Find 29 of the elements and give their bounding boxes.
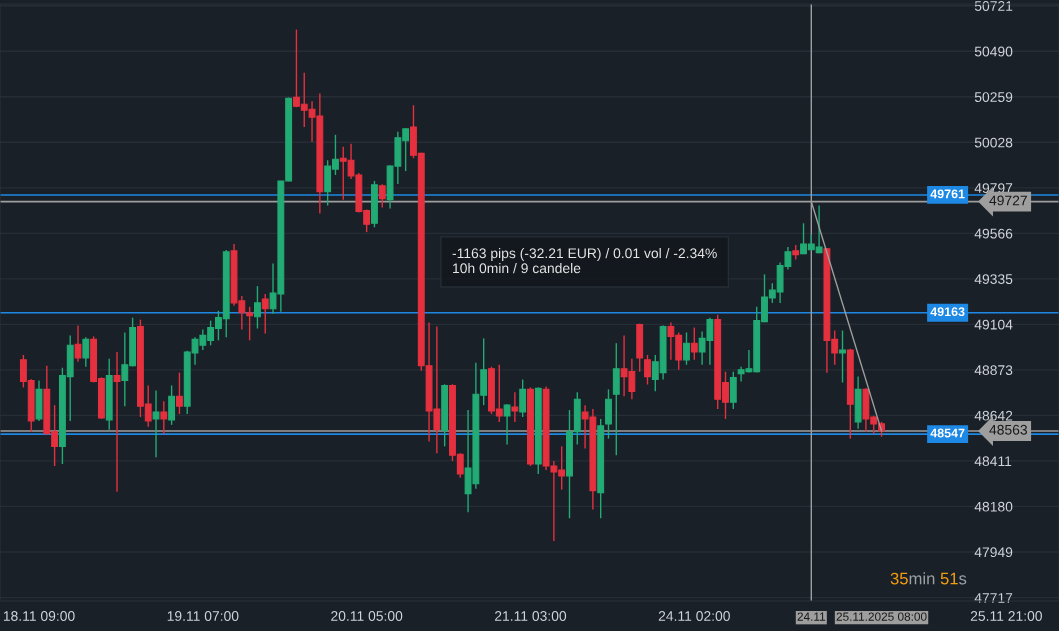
y-tick-label: 48873 <box>974 365 1013 376</box>
y-tick-label: 49104 <box>974 319 1013 330</box>
x-tick-label: 20.11 05:00 <box>331 611 403 621</box>
x-tick-label: 18.11 09:00 <box>3 611 75 621</box>
y-tick-label: 47717 <box>974 593 1013 603</box>
x-tick-label: 25.11.2025 08:00 <box>836 612 927 621</box>
ref-line-label: 48563 <box>989 424 1028 435</box>
y-tick-label: 48642 <box>974 410 1013 421</box>
x-tick-label: 19.11 07:00 <box>167 611 239 621</box>
y-tick-label: 47949 <box>974 547 1013 558</box>
x-tick-label: 24.11 02:00 <box>658 611 730 621</box>
ref-line-label: 49727 <box>989 195 1027 206</box>
y-tick-label: 48411 <box>974 456 1012 467</box>
ref-line-label: 49163 <box>930 307 965 317</box>
x-tick-label: 25.11 21:00 <box>970 611 1042 621</box>
y-tick-label: 49335 <box>974 274 1013 285</box>
y-tick-label: 50490 <box>974 46 1013 57</box>
ref-line-label: 48547 <box>930 428 965 438</box>
y-tick-label: 49566 <box>974 228 1013 239</box>
y-tick-label: 50259 <box>974 92 1013 102</box>
annotation: 10h 0min / 9 candele <box>453 262 581 274</box>
annotation: 35min 51s <box>890 572 967 585</box>
x-tick-label: 24.11 <box>797 612 826 621</box>
y-tick-label: 50028 <box>974 137 1013 148</box>
y-tick-label: 50721 <box>974 1 1013 11</box>
y-tick-label: 48180 <box>974 501 1013 512</box>
annotation: -1163 pips (-32.21 EUR) / 0.01 vol / -2.34% <box>452 248 717 261</box>
ref-line-label: 49761 <box>930 189 965 199</box>
x-tick-label: 21.11 03:00 <box>495 611 567 621</box>
